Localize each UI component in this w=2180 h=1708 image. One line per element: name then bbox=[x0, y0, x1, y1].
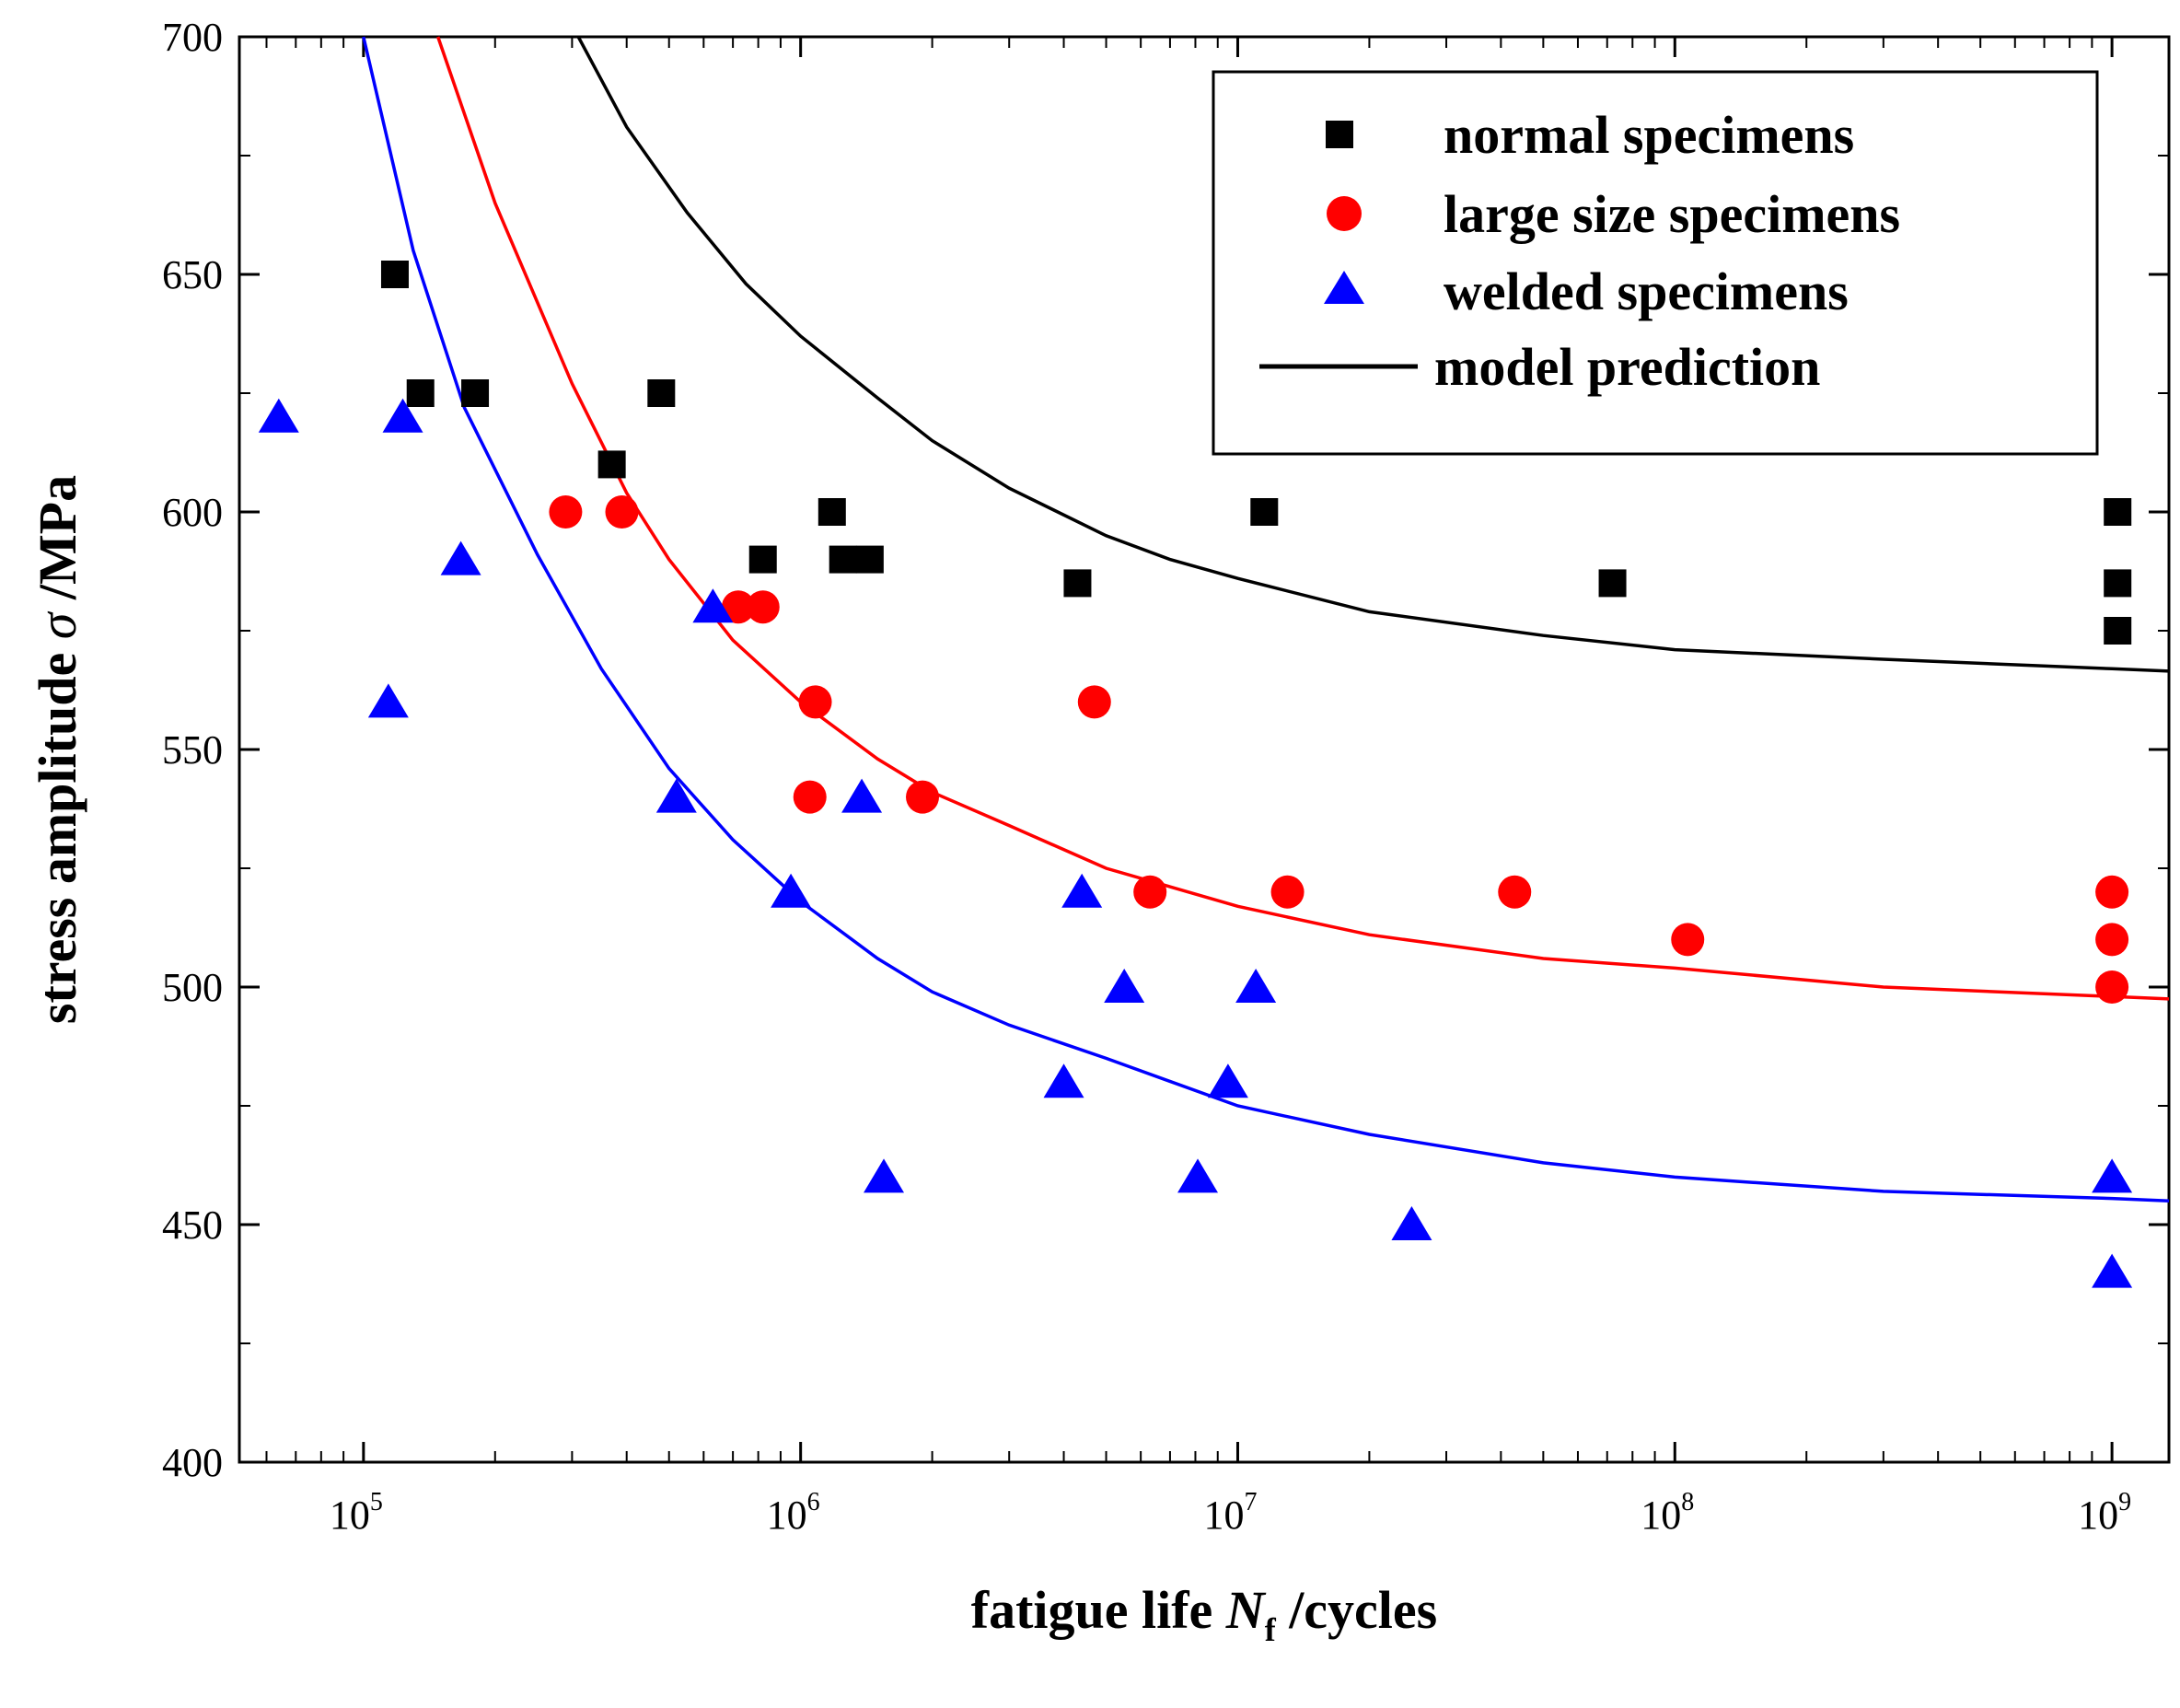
x-tick-base: 10 bbox=[2078, 1493, 2118, 1538]
large-size-specimen-point bbox=[2095, 923, 2129, 957]
y-tick-label: 400 bbox=[162, 1440, 223, 1485]
large-size-specimen-point bbox=[798, 685, 832, 719]
welded-specimen-point bbox=[1043, 1063, 1084, 1098]
x-tick-label: 105 bbox=[330, 1488, 383, 1538]
large-size-specimen-point bbox=[549, 495, 583, 529]
x-tick-label: 107 bbox=[1203, 1488, 1257, 1538]
x-tick-base: 10 bbox=[330, 1493, 370, 1538]
normal-specimen-point bbox=[855, 545, 884, 574]
legend-marker-large bbox=[1327, 196, 1362, 231]
welded-specimen-point bbox=[1391, 1206, 1432, 1240]
large-size-specimen-point bbox=[721, 590, 755, 624]
legend-label-model: model prediction bbox=[1434, 337, 1820, 397]
y-tick-label: 450 bbox=[162, 1203, 223, 1248]
normal-specimen-point bbox=[380, 261, 409, 288]
normal-specimen-point bbox=[1063, 569, 1092, 598]
legend-label-welded: welded specimens bbox=[1444, 261, 1849, 321]
model-curve bbox=[362, 36, 2170, 1203]
x-tick-exponent: 5 bbox=[370, 1488, 383, 1516]
normal-specimen-point bbox=[1598, 569, 1627, 598]
welded-specimen-point bbox=[692, 588, 734, 623]
legend-marker-welded bbox=[1324, 271, 1364, 304]
x-axis-title-symbol: N bbox=[1225, 1580, 1267, 1640]
large-size-specimen-point bbox=[793, 780, 827, 814]
x-tick-exponent: 9 bbox=[2118, 1488, 2131, 1516]
x-tick-base: 10 bbox=[1641, 1493, 1681, 1538]
welded-specimen-point bbox=[2092, 1253, 2133, 1288]
x-tick-exponent: 7 bbox=[1244, 1488, 1257, 1516]
welded-specimen-point bbox=[1235, 969, 1277, 1003]
x-tick-label: 106 bbox=[767, 1488, 820, 1538]
y-tick-label: 600 bbox=[162, 490, 223, 535]
welded-specimen-point bbox=[841, 778, 883, 813]
normal-specimen-point bbox=[461, 379, 490, 407]
large-size-specimen-point bbox=[1671, 923, 1705, 957]
welded-specimen-point bbox=[1177, 1158, 1219, 1193]
large-size-specimen-point bbox=[1077, 685, 1111, 719]
y-tick-label: 650 bbox=[162, 252, 223, 297]
x-tick-exponent: 6 bbox=[807, 1488, 820, 1516]
large-size-specimen-point bbox=[906, 780, 940, 814]
large-size-specimen-point bbox=[1498, 875, 1532, 909]
large-size-specimen-point bbox=[1270, 875, 1305, 909]
normal-specimen-point bbox=[829, 545, 857, 574]
welded-specimen-point bbox=[864, 1158, 905, 1193]
welded-specimen-point bbox=[655, 778, 697, 813]
welded-specimen-point bbox=[2092, 1158, 2133, 1193]
x-axis-title-prefix: fatigue life bbox=[971, 1580, 1226, 1640]
normal-specimen-point bbox=[597, 450, 626, 479]
y-axis-title-prefix: stress amplitude bbox=[28, 639, 87, 1024]
legend-label-large: large size specimens bbox=[1444, 184, 1900, 244]
welded-specimen-point bbox=[440, 540, 481, 575]
normal-specimen-point bbox=[2104, 569, 2132, 598]
welded-specimen-point bbox=[382, 398, 423, 433]
welded-specimen-point bbox=[1104, 969, 1145, 1003]
data-points bbox=[258, 261, 2133, 1288]
y-axis-title: stress amplitude σ /MPa bbox=[28, 475, 87, 1024]
y-tick-label: 700 bbox=[162, 15, 223, 60]
x-tick-base: 10 bbox=[1203, 1493, 1244, 1538]
legend-marker-normal bbox=[1326, 121, 1353, 148]
y-axis-title-symbol: σ bbox=[28, 610, 87, 639]
x-tick-base: 10 bbox=[767, 1493, 807, 1538]
y-tick-label: 550 bbox=[162, 727, 223, 773]
welded-specimen-point bbox=[771, 873, 812, 908]
legend-box bbox=[1212, 70, 2099, 456]
large-size-specimen-point bbox=[2095, 875, 2129, 909]
normal-specimen-point bbox=[748, 545, 777, 574]
x-axis-title: fatigue life Nf /cycles bbox=[971, 1580, 1437, 1648]
x-axis-title-subscript: f bbox=[1265, 1611, 1277, 1648]
large-size-specimen-point bbox=[746, 590, 780, 624]
welded-specimen-point bbox=[367, 683, 409, 718]
normal-specimen-point bbox=[647, 379, 676, 407]
x-tick-label: 109 bbox=[2078, 1488, 2131, 1538]
welded-specimen-point bbox=[1061, 873, 1103, 908]
y-axis-title-suffix: /MPa bbox=[28, 475, 87, 613]
y-tick-label: 500 bbox=[162, 965, 223, 1010]
legend-label-normal: normal specimens bbox=[1444, 105, 1854, 165]
welded-specimen-point bbox=[258, 398, 299, 433]
welded-specimen-point bbox=[1207, 1063, 1248, 1098]
normal-specimen-point bbox=[2104, 498, 2132, 526]
x-tick-label: 108 bbox=[1641, 1488, 1694, 1538]
normal-specimen-point bbox=[818, 498, 846, 526]
large-size-specimen-point bbox=[2095, 970, 2129, 1004]
large-size-specimen-point bbox=[1133, 875, 1167, 909]
model-curve bbox=[576, 36, 2170, 673]
large-size-specimen-point bbox=[605, 495, 639, 529]
normal-specimen-point bbox=[2104, 617, 2132, 645]
x-axis-title-suffix: /cycles bbox=[1276, 1580, 1438, 1640]
normal-specimen-point bbox=[406, 379, 435, 407]
x-tick-exponent: 8 bbox=[1681, 1488, 1694, 1516]
normal-specimen-point bbox=[1250, 498, 1279, 526]
